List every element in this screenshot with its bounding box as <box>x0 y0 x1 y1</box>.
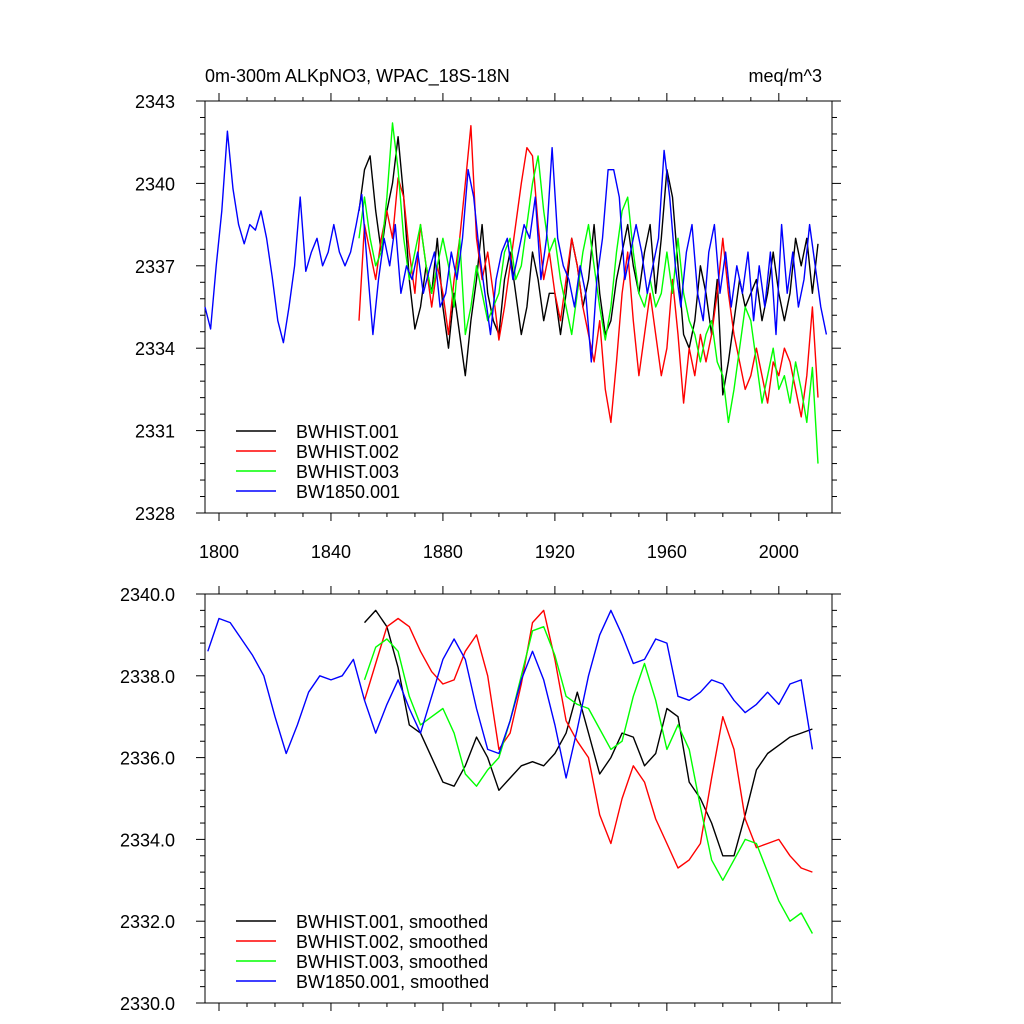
legend-label: BWHIST.002 <box>296 442 399 462</box>
legend-label: BWHIST.003, smoothed <box>296 952 488 972</box>
x-tick-label: 2000 <box>759 542 799 562</box>
x-tick-label: 1880 <box>423 542 463 562</box>
bottom-panel: 2330.0 2332.0 2334.0 2336.0 2338.0 2340.0 BWHI… <box>120 585 841 1014</box>
y-tick-label: 2343 <box>135 92 175 112</box>
x-tick-label: 1960 <box>647 542 687 562</box>
series-line-4 <box>207 609 814 779</box>
y-tick-label: 2336.0 <box>120 749 175 769</box>
chart-title: 0m-300m ALKpNO3, WPAC_18S-18N <box>205 66 510 87</box>
legend-label: BWHIST.001 <box>296 422 399 442</box>
legend-label: BWHIST.001, smoothed <box>296 912 488 932</box>
units-label: meq/m^3 <box>749 66 822 86</box>
y-tick-label: 2328 <box>135 504 175 524</box>
x-tick-label: 1800 <box>199 542 239 562</box>
series-line-1 <box>363 609 813 857</box>
x-tick-label: 1920 <box>535 542 575 562</box>
y-tick-label: 2334.0 <box>120 830 175 850</box>
series-line-2 <box>363 609 813 873</box>
legend-label: BWHIST.002, smoothed <box>296 932 488 952</box>
legend-label: BWHIST.003 <box>296 462 399 482</box>
plot-frame <box>204 593 833 1004</box>
series-line-3 <box>363 626 814 934</box>
y-tick-label: 2340.0 <box>120 585 175 605</box>
y-tick-label: 2334 <box>135 339 175 359</box>
y-tick-label: 2338.0 <box>120 667 175 687</box>
legend-label: BW1850.001, smoothed <box>296 972 489 992</box>
top-panel: 0m-300m ALKpNO3, WPAC_18S-18N meq/m^3 1800… <box>135 66 841 562</box>
series-line-4 <box>204 130 828 363</box>
y-tick-label: 2337 <box>135 257 175 277</box>
x-tick-label: 1840 <box>311 542 351 562</box>
y-tick-label: 2340 <box>135 174 175 194</box>
legend-label: BW1850.001 <box>296 482 400 502</box>
series-line-3 <box>358 122 819 464</box>
y-tick-label: 2331 <box>135 422 175 442</box>
y-tick-label: 2330.0 <box>120 994 175 1014</box>
y-tick-label: 2332.0 <box>120 912 175 932</box>
